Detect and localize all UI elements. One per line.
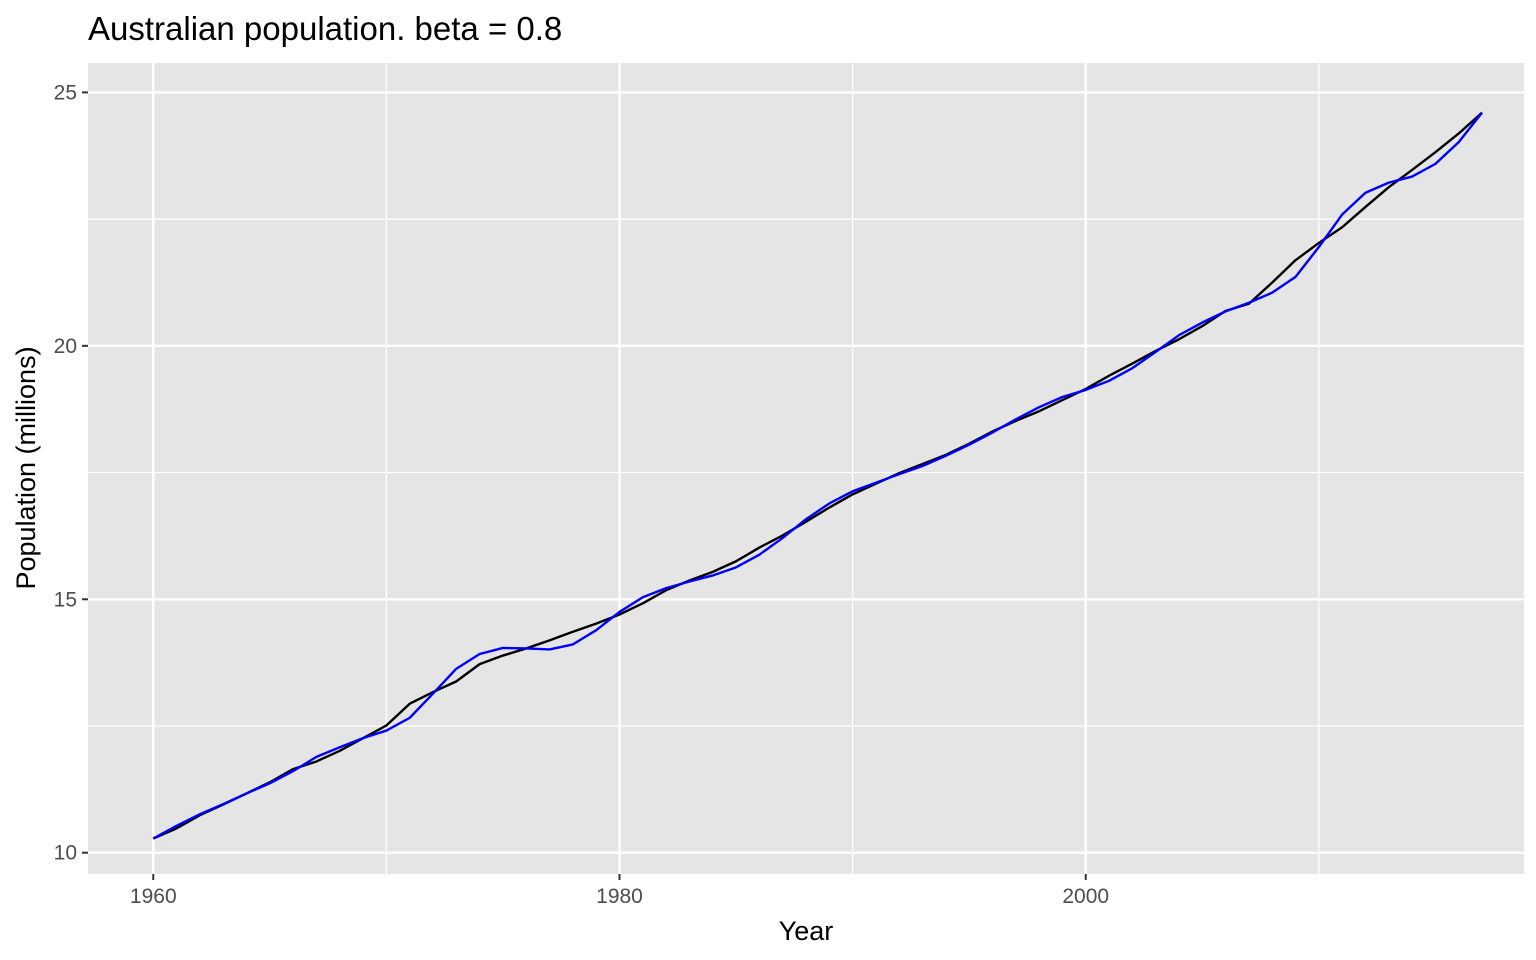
minor-gridlines bbox=[88, 63, 1524, 874]
y-tick-label: 25 bbox=[54, 81, 77, 104]
x-tick-label: 1980 bbox=[596, 885, 643, 908]
series-lines bbox=[152, 111, 1483, 840]
plot-panel bbox=[88, 63, 1524, 874]
y-tick-label: 15 bbox=[54, 588, 77, 611]
major-gridlines bbox=[88, 63, 1524, 874]
series-line-1 bbox=[152, 111, 1483, 840]
y-axis: 10 15 20 25 bbox=[54, 81, 88, 865]
chart-title: Australian population. beta = 0.8 bbox=[88, 10, 562, 47]
x-tick-label: 1960 bbox=[130, 885, 177, 908]
y-tick-label: 10 bbox=[54, 842, 77, 865]
x-axis: 1960 1980 2000 bbox=[130, 874, 1109, 908]
series-line-2 bbox=[152, 111, 1483, 840]
x-axis-title: Year bbox=[779, 916, 834, 946]
x-tick-label: 2000 bbox=[1062, 885, 1109, 908]
y-axis-title: Population (millions) bbox=[11, 346, 41, 589]
y-tick-label: 20 bbox=[54, 335, 77, 358]
